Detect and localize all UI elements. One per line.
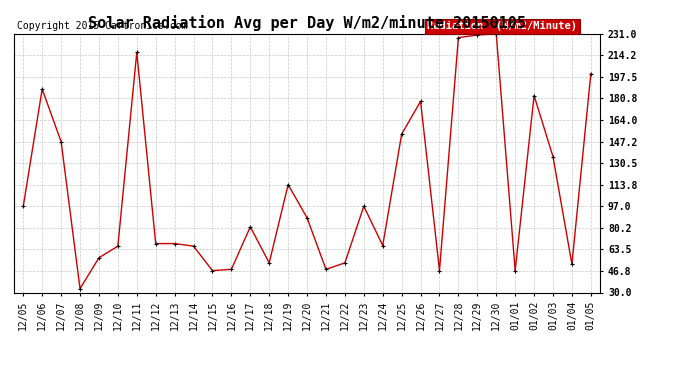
- Title: Solar Radiation Avg per Day W/m2/minute 20150105: Solar Radiation Avg per Day W/m2/minute …: [88, 15, 526, 31]
- Text: Copyright 2015 Cartronics.com: Copyright 2015 Cartronics.com: [17, 21, 187, 31]
- Text: Radiation  (W/m2/Minute): Radiation (W/m2/Minute): [427, 21, 578, 31]
